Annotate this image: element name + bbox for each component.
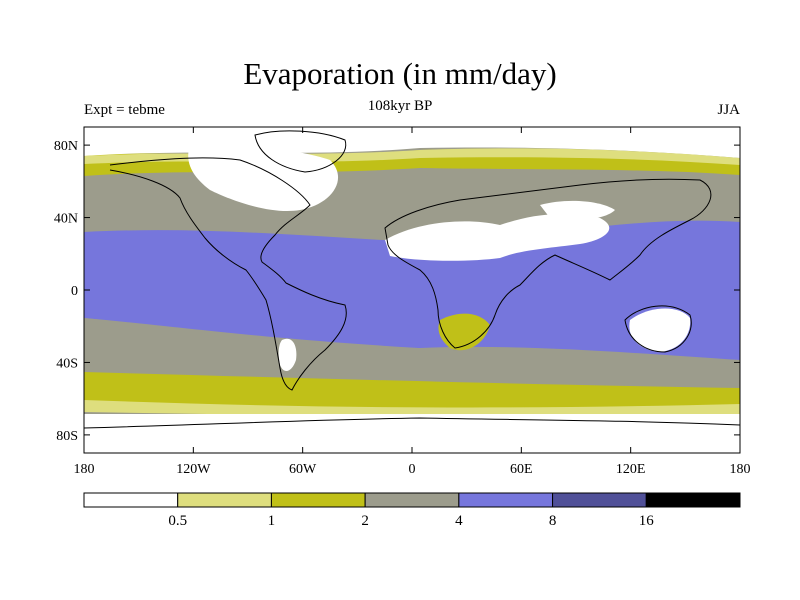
colorbar-label: 1	[268, 513, 276, 529]
colorbar-box	[552, 492, 647, 508]
plot-subtitle: 108kyr BP	[367, 98, 433, 114]
field-tropical-band	[84, 220, 740, 360]
colorbar-label: 16	[639, 513, 655, 529]
field-south-america	[278, 338, 297, 372]
antarctica-coast	[84, 417, 740, 429]
field-central-asia	[540, 200, 615, 220]
lon-tick-label: 120W	[176, 462, 211, 477]
map-field	[84, 127, 740, 453]
americas-coast	[109, 157, 347, 391]
lat-tick-label: 40N	[54, 212, 78, 227]
colorbar-label: 0.5	[168, 513, 187, 529]
colorbar-box	[645, 492, 741, 508]
colorbar-box	[177, 492, 272, 508]
colorbar-label: 2	[361, 513, 369, 529]
season-label: JJA	[717, 102, 740, 118]
colorbar-label: 4	[455, 513, 463, 529]
colorbar-box	[458, 492, 554, 508]
field-antarctica	[84, 414, 740, 453]
lon-tick-label: 180	[74, 462, 95, 477]
australia-coast	[624, 305, 692, 353]
colorbar-box	[83, 492, 179, 508]
lon-tick-label: 0	[409, 462, 416, 477]
colorbar-box	[270, 492, 366, 508]
colorbar: 0.5 1 2 4 8 16	[83, 492, 741, 529]
field-sahara	[385, 214, 610, 261]
lat-tick-label: 0	[71, 284, 78, 299]
colorbar-box	[364, 492, 460, 508]
lon-axis: 180 120W 60W 0 60E 120E 180	[74, 127, 751, 477]
lon-tick-label: 60E	[510, 462, 533, 477]
greenland-coast	[254, 130, 347, 173]
lon-tick-label: 120E	[616, 462, 646, 477]
lon-tick-label: 180	[730, 462, 751, 477]
field-south-grey	[84, 318, 740, 390]
colorbar-label: 8	[549, 513, 557, 529]
lat-tick-label: 80S	[56, 429, 78, 444]
eurasia-africa-coast	[384, 178, 712, 349]
plot-title: Evaporation (in mm/day)	[243, 56, 557, 91]
experiment-label: Expt = tebme	[84, 102, 165, 118]
field-south-olive	[84, 372, 740, 409]
field-australia	[629, 308, 691, 352]
coastlines	[84, 130, 740, 429]
lat-axis: 80N 40N 0 40S 80S	[54, 139, 740, 444]
field-south-light	[84, 400, 740, 417]
lat-tick-label: 40S	[56, 356, 78, 371]
lat-tick-label: 80N	[54, 139, 78, 154]
field-south-africa	[438, 313, 490, 351]
lon-tick-label: 60W	[289, 462, 317, 477]
